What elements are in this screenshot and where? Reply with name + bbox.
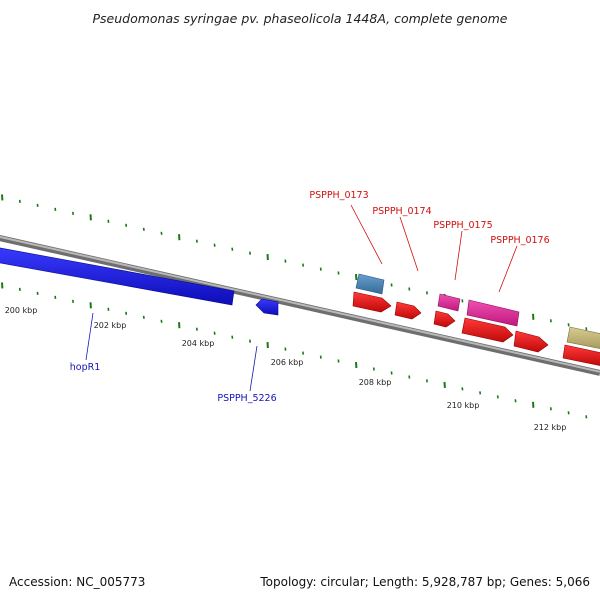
tick-label-204kbp: 204 kbp xyxy=(182,339,215,348)
gene-khaki[interactable] xyxy=(566,326,600,349)
gene-PSPPH_0175[interactable] xyxy=(437,293,461,312)
gene-PSPPH_0176[interactable] xyxy=(466,299,520,327)
tick-label-212kbp: 212 kbp xyxy=(534,423,567,432)
gene-red-6[interactable] xyxy=(562,344,600,366)
tick-label-200kbp: 200 kbp xyxy=(5,306,38,315)
gene-label-PSPPH_0174: PSPPH_0174 xyxy=(372,206,431,217)
tick-label-210kbp: 210 kbp xyxy=(447,401,480,410)
gene-label-PSPPH_0176: PSPPH_0176 xyxy=(490,235,549,246)
gene-callout-lines xyxy=(85,204,518,392)
tick-label-208kbp: 208 kbp xyxy=(359,378,392,387)
gene-label-PSPPH_0173: PSPPH_0173 xyxy=(309,190,368,201)
gene-PSPPH_0173[interactable] xyxy=(355,273,385,295)
accession-text: Accession: NC_005773 xyxy=(9,575,145,589)
outer-tick-row xyxy=(1,194,588,331)
gene-red-1[interactable] xyxy=(352,291,392,313)
gene-red-2[interactable] xyxy=(394,301,422,320)
inner-tick-row xyxy=(1,282,588,419)
gene-red-5[interactable] xyxy=(513,330,549,353)
tick-label-202kbp: 202 kbp xyxy=(94,321,127,330)
genome-backbone xyxy=(0,235,600,376)
gene-PSPPH_5226[interactable] xyxy=(255,298,279,316)
gene-label-PSPPH_5226: PSPPH_5226 xyxy=(217,393,276,404)
gene-hopR1[interactable] xyxy=(0,247,235,306)
gene-red-4[interactable] xyxy=(461,317,514,343)
gene-label-hopR1: hopR1 xyxy=(70,362,101,373)
gene-red-3[interactable] xyxy=(433,310,456,328)
genome-summary-text: Topology: circular; Length: 5,928,787 bp… xyxy=(259,575,590,589)
map-title: Pseudomonas syringae pv. phaseolicola 14… xyxy=(92,11,507,26)
tick-label-206kbp: 206 kbp xyxy=(271,358,304,367)
gene-label-PSPPH_0175: PSPPH_0175 xyxy=(433,220,492,231)
